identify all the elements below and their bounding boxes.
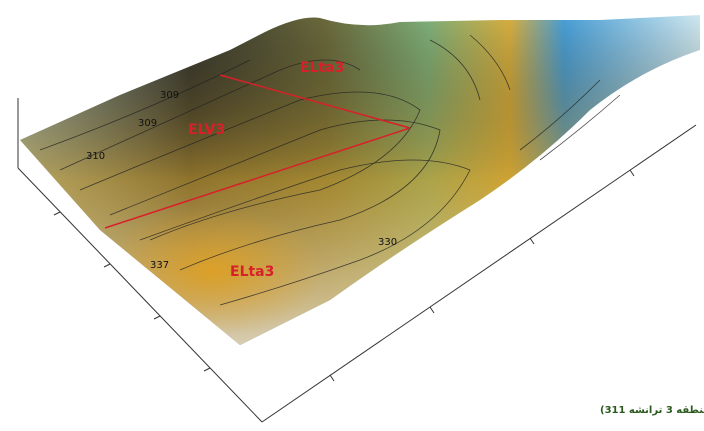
surface-shade: [20, 15, 700, 345]
contour-label: 309: [160, 90, 179, 101]
surface-highlight: [100, 160, 420, 345]
region-label: ELta3: [230, 264, 274, 280]
section-line: [104, 127, 411, 229]
contour-label: 337: [150, 260, 169, 271]
contours: [39, 34, 621, 306]
contour-label: 309: [138, 118, 157, 129]
axes: [17, 98, 697, 423]
contour-label: 330: [378, 237, 397, 248]
section-line: [219, 74, 411, 129]
caption: (منطقه 3 ترانشه 311): [600, 405, 704, 416]
region-label: ELta3: [300, 60, 344, 76]
contour-label: 310: [86, 151, 105, 162]
region-label: ELV3: [188, 122, 225, 138]
